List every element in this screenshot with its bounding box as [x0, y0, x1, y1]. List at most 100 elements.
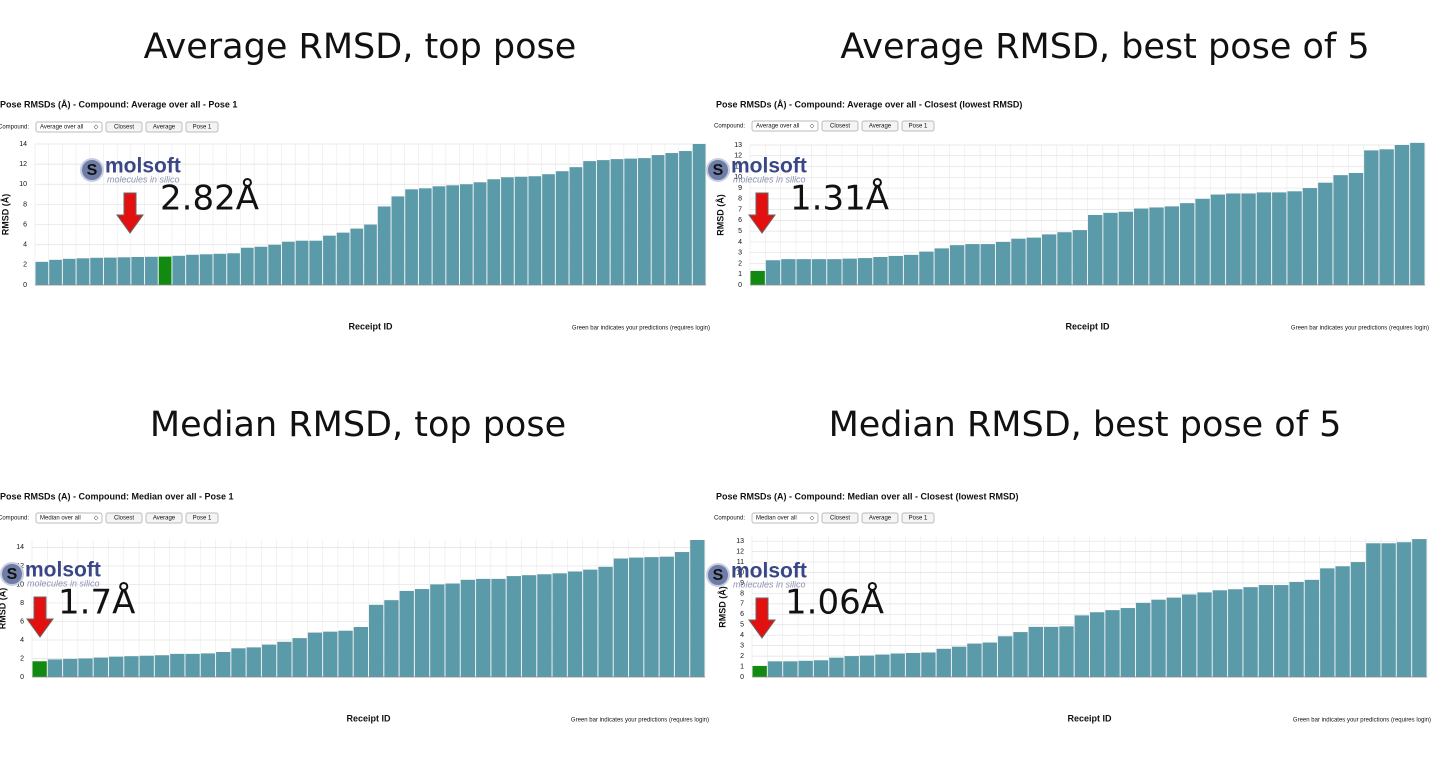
bar [1348, 173, 1364, 285]
bar [1302, 188, 1318, 285]
logo-tagline: molecules in silico [733, 174, 806, 184]
bar [473, 182, 487, 285]
bar [1059, 626, 1074, 677]
bar [172, 255, 186, 285]
compound-select [751, 120, 819, 132]
y-tick-label: 0 [20, 674, 24, 681]
bar [185, 653, 200, 677]
select-caret: ◇ [810, 516, 815, 522]
bar [1088, 215, 1103, 285]
bar [1364, 150, 1379, 285]
bar [569, 167, 583, 285]
bar [103, 257, 117, 285]
bar [679, 151, 692, 285]
control-button[interactable] [105, 512, 143, 524]
panel-heading: Average RMSD, top pose [144, 27, 577, 67]
bar [1320, 568, 1335, 677]
chart-title: Pose RMSDs (Å) - Compound: Average over … [0, 99, 237, 109]
bar [873, 257, 888, 285]
bar [613, 558, 629, 677]
bar [1103, 212, 1118, 285]
control-button[interactable] [861, 512, 899, 524]
select-caret: ◇ [94, 516, 99, 522]
y-tick-label: 0 [23, 282, 27, 289]
control-button[interactable] [821, 512, 859, 524]
bar [674, 552, 690, 677]
bar [124, 656, 139, 677]
bar [49, 259, 62, 285]
select-text: Median over all [40, 516, 81, 522]
control-button[interactable] [145, 512, 183, 524]
bar [624, 158, 638, 285]
bar [377, 206, 391, 285]
panel-heading: Median RMSD, best pose of 5 [829, 405, 1342, 445]
y-tick-label: 14 [19, 141, 27, 148]
pointer-arrow [26, 596, 54, 638]
control-button[interactable] [901, 512, 935, 524]
bar [552, 573, 567, 677]
bar [307, 632, 323, 677]
bar [857, 258, 873, 285]
bar [1120, 608, 1136, 677]
bar [1258, 585, 1274, 677]
bar [487, 179, 501, 285]
y-tick-label: 12 [19, 161, 27, 168]
y-tick-label: 7 [738, 206, 742, 213]
bar [936, 648, 951, 677]
control-button[interactable] [821, 120, 859, 132]
bar [268, 244, 281, 285]
y-tick-label: 9 [740, 580, 744, 587]
bar [93, 657, 108, 677]
x-axis-label: Receipt ID [1065, 321, 1110, 331]
y-tick-label: 6 [20, 618, 24, 625]
bar [76, 258, 90, 285]
control-button[interactable] [861, 120, 899, 132]
bar [967, 643, 982, 677]
bar [414, 589, 430, 677]
bar [353, 627, 368, 677]
bar [921, 652, 936, 677]
bar [844, 656, 859, 677]
logo-text: molsoft [731, 560, 807, 583]
bar [767, 661, 783, 677]
x-axis-label: Receipt ID [348, 321, 393, 331]
bar [659, 556, 674, 677]
bar [418, 188, 432, 285]
button-text: Average [153, 125, 176, 131]
bar [1026, 237, 1041, 285]
logo-mark [706, 158, 730, 182]
control-button[interactable] [185, 121, 219, 133]
bar [1151, 599, 1166, 677]
bar [842, 258, 857, 285]
logo-tagline: molecules in silico [27, 578, 100, 588]
control-button[interactable] [145, 121, 183, 133]
control-button[interactable] [105, 121, 143, 133]
y-tick-label: 14 [16, 544, 24, 551]
bar [78, 658, 93, 677]
bar [292, 638, 307, 677]
bar [309, 240, 323, 285]
button-text: Pose 1 [193, 516, 212, 522]
compound-select [35, 121, 103, 133]
bar [1210, 194, 1226, 285]
bar [476, 578, 491, 677]
button-text: Average [869, 124, 892, 130]
control-button[interactable] [901, 120, 935, 132]
bar [1410, 142, 1425, 285]
control-button[interactable] [185, 512, 219, 524]
logo-mark [0, 562, 24, 586]
bar [1028, 626, 1043, 677]
bar [1241, 193, 1256, 285]
y-tick-label: 8 [23, 201, 27, 208]
bar [596, 160, 610, 285]
bar [783, 661, 798, 677]
chart-title: Pose RMSDs (A) - Compound: Median over a… [0, 491, 234, 501]
pointer-arrow [116, 192, 144, 234]
bar [1041, 234, 1057, 285]
bar [665, 153, 679, 285]
bar [1136, 602, 1151, 677]
bar [829, 657, 844, 677]
y-tick-label: 6 [738, 217, 742, 224]
annotation: 1.7Å [58, 582, 135, 623]
